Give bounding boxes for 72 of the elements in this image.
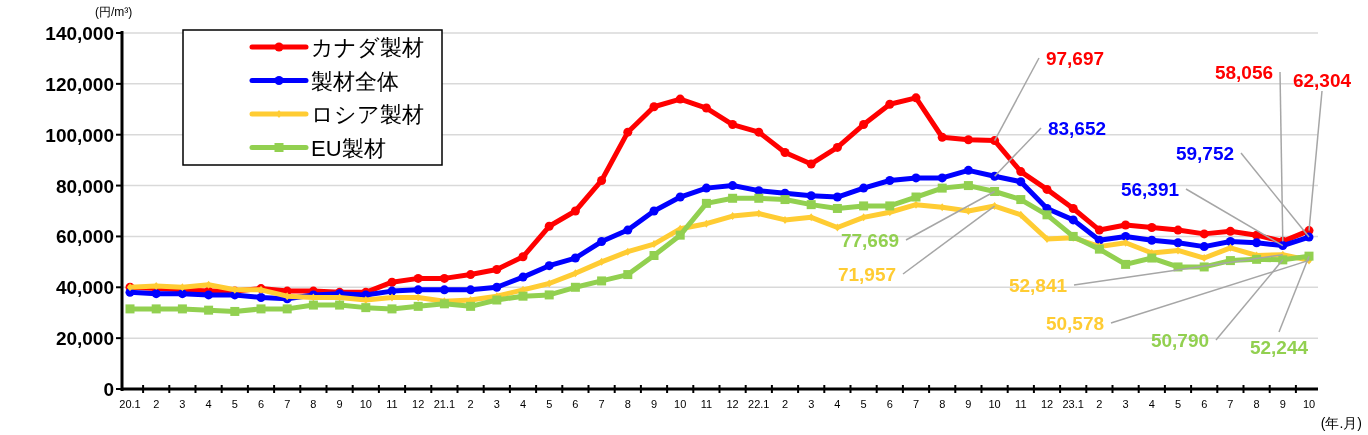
x-tick-label: 5: [231, 398, 238, 410]
x-tick-label: 6: [257, 398, 265, 410]
x-tick-label: 9: [650, 398, 658, 410]
y-tick-label: 140,000: [45, 23, 114, 44]
x-tick-label: 6: [1201, 398, 1208, 410]
y-tick-label: 120,000: [45, 73, 114, 95]
data-label: 62,304: [1292, 70, 1352, 91]
data-label: 59,752: [1175, 143, 1235, 164]
x-tick-label: 3: [493, 398, 500, 410]
x-tick-label: 20.1: [119, 398, 141, 410]
x-tick-label: 12: [1040, 398, 1054, 410]
x-tick-label: 11: [700, 398, 713, 410]
x-tick-label: 3: [808, 398, 815, 410]
data-label: 56,391: [1120, 179, 1180, 200]
x-tick-label: 11: [1015, 398, 1027, 410]
x-tick-label: 4: [1148, 398, 1155, 410]
x-axis-title: (年.月): [1320, 415, 1362, 431]
x-tick-label: 3: [179, 398, 186, 410]
legend-label: カナダ製材: [311, 35, 424, 60]
x-tick-label: 2: [781, 398, 789, 410]
y-tick-label: 100,000: [45, 124, 114, 146]
x-tick-label: 23.1: [1062, 398, 1084, 410]
x-tick-label: 9: [965, 398, 972, 410]
x-tick-label: 7: [1227, 398, 1234, 410]
data-label: 83,652: [1047, 118, 1107, 139]
y-tick-label: 40,000: [55, 277, 114, 299]
x-tick-label: 12: [412, 398, 425, 410]
x-tick-label: 12: [726, 398, 739, 410]
x-tick-label: 4: [519, 398, 527, 410]
data-label: 52,244: [1249, 337, 1309, 358]
x-tick-label: 3: [1122, 398, 1129, 410]
x-tick-label: 5: [860, 398, 867, 410]
x-tick-label: 9: [336, 398, 343, 410]
x-tick-label: 8: [939, 398, 946, 410]
x-tick-label: 5: [1174, 398, 1182, 410]
y-axis-title: (円/m³): [95, 5, 133, 19]
x-tick-label: 7: [598, 398, 605, 410]
x-tick-label: 10: [674, 398, 687, 410]
x-tick-label: 9: [1279, 398, 1286, 410]
x-tick-label: 10: [359, 398, 372, 410]
y-tick-label: 0: [103, 379, 114, 400]
x-tick-label: 7: [912, 398, 920, 410]
x-tick-label: 2: [1096, 398, 1103, 410]
x-tick-label: 5: [546, 398, 553, 410]
x-tick-label: 6: [572, 398, 579, 410]
y-tick-label: 20,000: [55, 328, 114, 350]
x-tick-label: 6: [886, 398, 893, 410]
x-tick-label: 22.1: [748, 398, 770, 410]
x-tick-label: 7: [284, 398, 291, 410]
x-tick-label: 11: [386, 398, 398, 410]
x-tick-label: 8: [1253, 398, 1260, 410]
legend-label: EU製材: [311, 135, 386, 161]
x-tick-label: 4: [834, 398, 841, 410]
data-label: 71,957: [837, 264, 897, 285]
data-label: 52,841: [1008, 275, 1068, 296]
x-tick-label: 2: [467, 398, 474, 410]
y-tick-label: 60,000: [55, 226, 114, 248]
data-label: 58,056: [1214, 62, 1274, 83]
legend-label: 製材全体: [311, 68, 399, 94]
x-tick-label: 21.1: [433, 398, 456, 410]
x-tick-label: 8: [624, 398, 631, 410]
data-label: 50,578: [1045, 313, 1105, 334]
x-tick-label: 4: [205, 398, 212, 410]
y-tick-label: 80,000: [55, 175, 114, 197]
x-tick-label: 10: [1302, 398, 1316, 410]
data-label: 97,697: [1045, 48, 1105, 69]
data-label: 77,669: [840, 230, 900, 251]
x-tick-label: 10: [988, 398, 1001, 410]
x-tick-label: 2: [153, 398, 160, 410]
x-tick-label: 8: [310, 398, 317, 410]
legend-label: ロシア製材: [311, 102, 424, 127]
data-label: 50,790: [1150, 330, 1210, 351]
